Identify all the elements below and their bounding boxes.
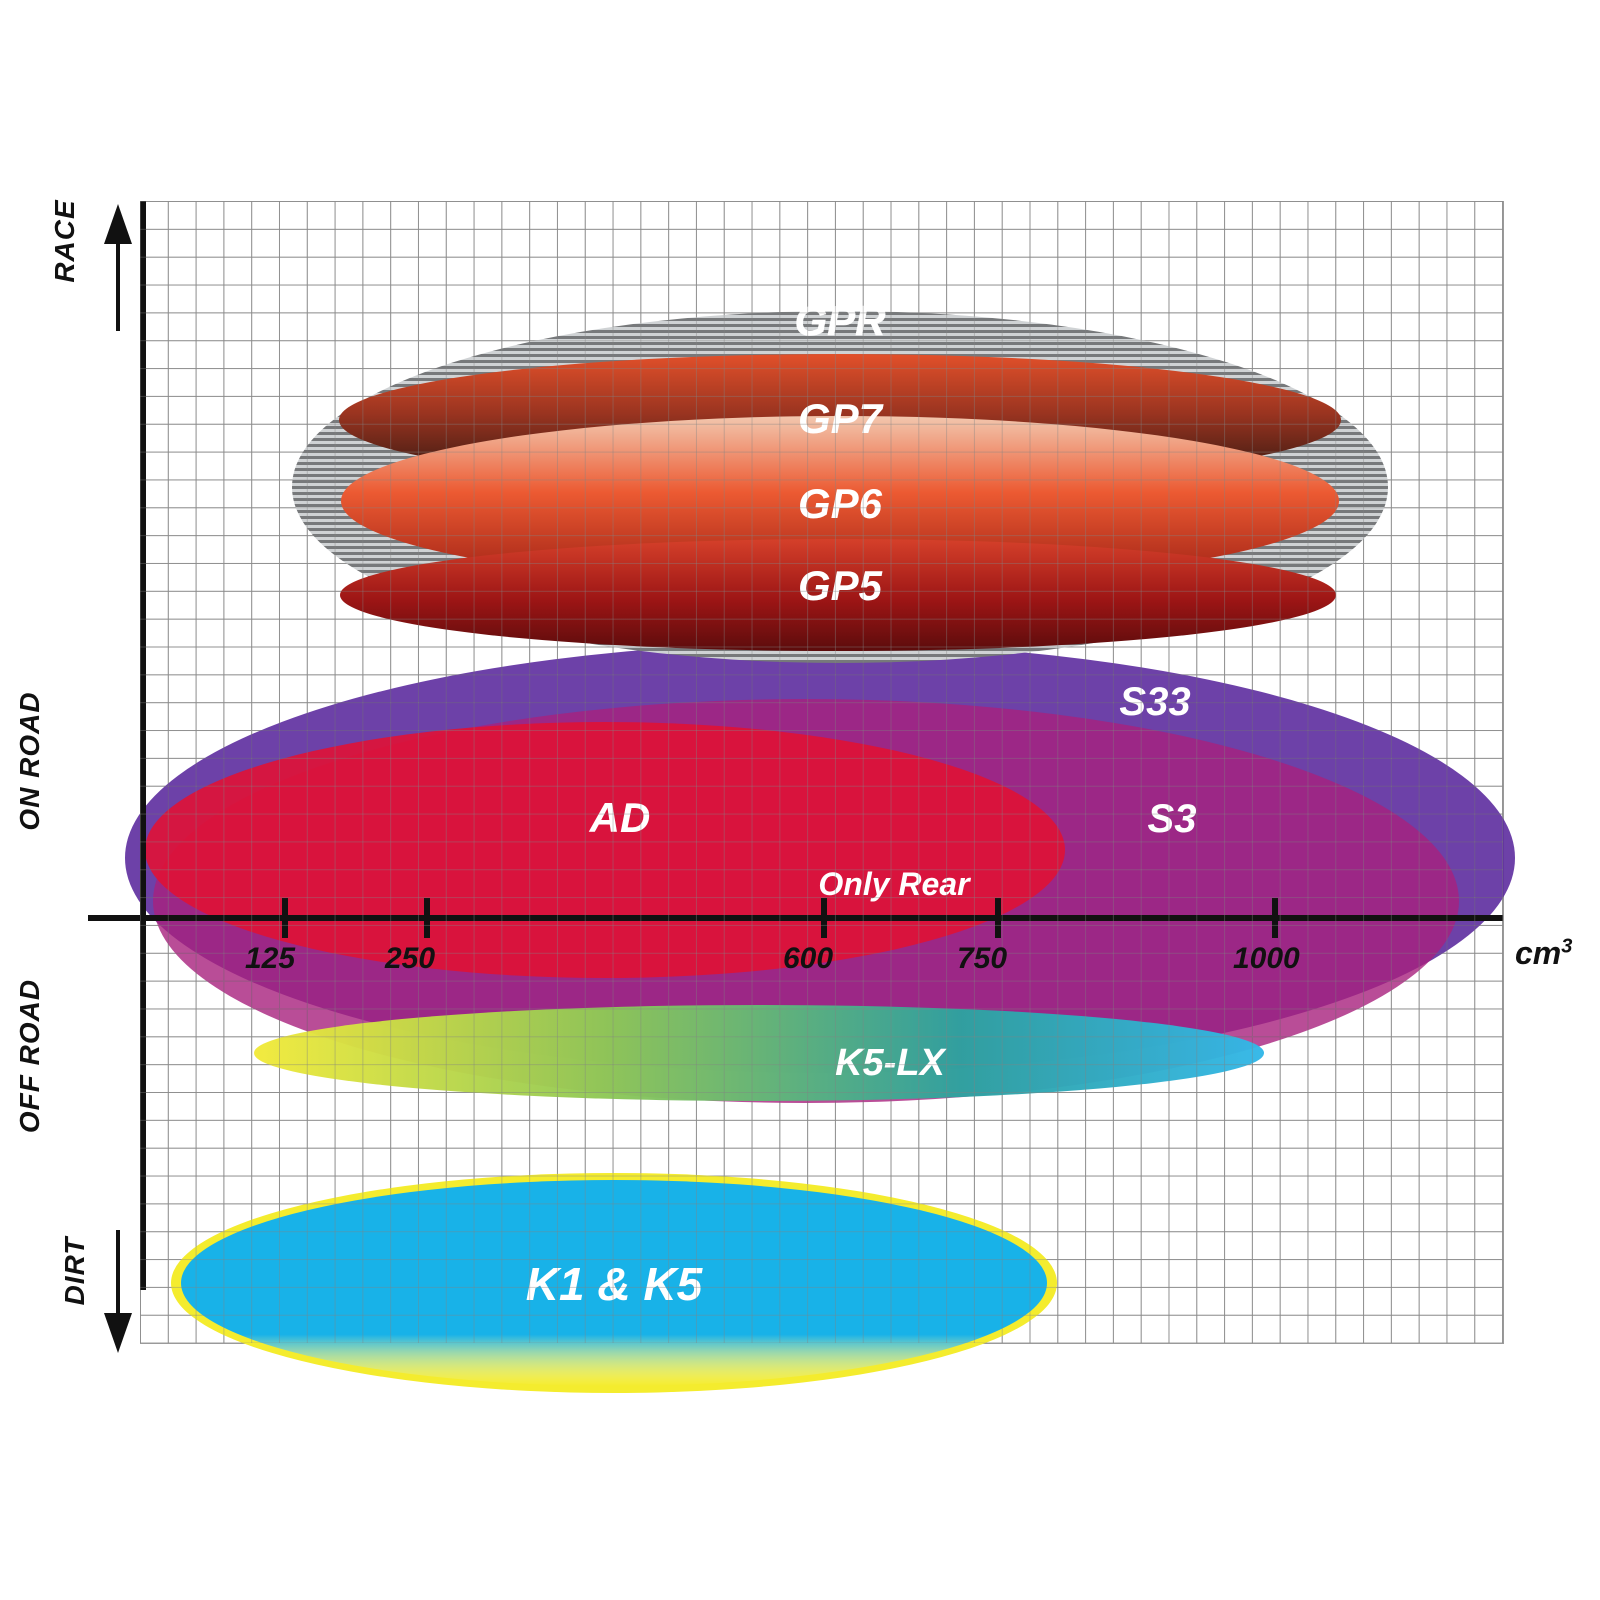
svg-text:Only Rear: Only Rear — [818, 866, 971, 902]
